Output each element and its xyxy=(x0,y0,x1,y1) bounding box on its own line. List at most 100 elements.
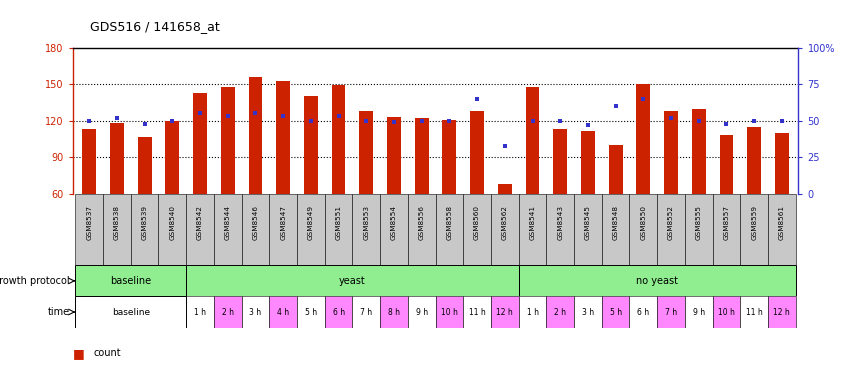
Text: 6 h: 6 h xyxy=(332,307,345,317)
Bar xyxy=(490,194,518,265)
Text: 5 h: 5 h xyxy=(305,307,316,317)
Bar xyxy=(435,194,462,265)
Text: GSM8557: GSM8557 xyxy=(722,205,728,240)
Bar xyxy=(691,109,705,194)
Bar xyxy=(186,296,213,328)
Text: GSM8551: GSM8551 xyxy=(335,205,341,240)
Text: 2 h: 2 h xyxy=(222,307,234,317)
Text: baseline: baseline xyxy=(110,276,151,286)
Text: 10 h: 10 h xyxy=(717,307,734,317)
Bar xyxy=(408,296,435,328)
Bar xyxy=(324,296,352,328)
Bar xyxy=(324,194,352,265)
Bar xyxy=(462,296,490,328)
Text: GSM8554: GSM8554 xyxy=(391,205,397,240)
Bar xyxy=(110,123,124,194)
Text: 3 h: 3 h xyxy=(249,307,261,317)
Bar xyxy=(186,194,213,265)
Bar xyxy=(442,120,456,194)
Bar xyxy=(601,296,629,328)
Bar xyxy=(82,129,96,194)
Bar xyxy=(711,296,740,328)
Text: GSM8558: GSM8558 xyxy=(446,205,452,240)
Bar xyxy=(684,194,711,265)
Text: GSM8560: GSM8560 xyxy=(473,205,479,240)
Text: GSM8544: GSM8544 xyxy=(224,205,230,240)
Bar xyxy=(573,296,601,328)
Bar xyxy=(553,129,566,194)
Bar xyxy=(159,296,186,328)
Bar xyxy=(573,194,601,265)
Text: GSM8540: GSM8540 xyxy=(169,205,175,240)
Text: yeast: yeast xyxy=(339,276,365,286)
Bar xyxy=(75,194,103,265)
Text: 8 h: 8 h xyxy=(387,307,399,317)
Bar xyxy=(608,145,622,194)
Text: GSM8548: GSM8548 xyxy=(612,205,618,240)
Bar xyxy=(213,296,241,328)
Bar xyxy=(767,194,795,265)
Bar xyxy=(241,194,269,265)
Text: 1 h: 1 h xyxy=(194,307,206,317)
Bar xyxy=(248,77,262,194)
Text: 5 h: 5 h xyxy=(609,307,621,317)
Text: GSM8542: GSM8542 xyxy=(197,205,203,240)
Bar xyxy=(386,117,400,194)
Bar xyxy=(746,127,760,194)
Text: GSM8562: GSM8562 xyxy=(502,205,508,240)
Bar xyxy=(269,296,297,328)
Bar xyxy=(159,194,186,265)
Text: 2 h: 2 h xyxy=(554,307,566,317)
Bar xyxy=(462,194,490,265)
Bar xyxy=(657,296,684,328)
Bar xyxy=(193,93,206,194)
Bar xyxy=(684,296,711,328)
Bar xyxy=(221,87,235,194)
Bar xyxy=(580,131,595,194)
Text: GSM8545: GSM8545 xyxy=(584,205,590,240)
Bar xyxy=(241,296,269,328)
Text: GSM8556: GSM8556 xyxy=(418,205,424,240)
Bar xyxy=(75,296,103,328)
Bar xyxy=(131,194,159,265)
Text: 12 h: 12 h xyxy=(773,307,789,317)
Bar xyxy=(75,296,186,328)
Bar xyxy=(435,296,462,328)
Bar xyxy=(186,265,518,296)
Text: GSM8561: GSM8561 xyxy=(778,205,784,240)
Bar xyxy=(629,296,657,328)
Bar xyxy=(719,135,733,194)
Bar xyxy=(276,81,290,194)
Text: GSM8553: GSM8553 xyxy=(363,205,368,240)
Text: GSM8538: GSM8538 xyxy=(113,205,119,240)
Bar xyxy=(304,96,317,194)
Text: 9 h: 9 h xyxy=(415,307,427,317)
Bar xyxy=(137,137,151,194)
Bar xyxy=(546,296,573,328)
Text: GSM8541: GSM8541 xyxy=(529,205,535,240)
Bar xyxy=(380,296,408,328)
Bar xyxy=(497,184,511,194)
Bar xyxy=(165,121,179,194)
Text: 1 h: 1 h xyxy=(526,307,538,317)
Bar xyxy=(767,296,795,328)
Text: no yeast: no yeast xyxy=(635,276,677,286)
Bar xyxy=(601,194,629,265)
Bar xyxy=(408,194,435,265)
Text: GDS516 / 141658_at: GDS516 / 141658_at xyxy=(90,20,219,33)
Bar xyxy=(490,296,518,328)
Bar xyxy=(711,194,740,265)
Text: 4 h: 4 h xyxy=(276,307,289,317)
Bar xyxy=(518,265,795,296)
Bar xyxy=(352,194,380,265)
Bar xyxy=(331,85,345,194)
Bar xyxy=(359,111,373,194)
Text: GSM8550: GSM8550 xyxy=(640,205,646,240)
Text: GSM8559: GSM8559 xyxy=(751,205,757,240)
Text: GSM8546: GSM8546 xyxy=(252,205,258,240)
Bar xyxy=(131,296,159,328)
Text: 11 h: 11 h xyxy=(745,307,762,317)
Bar xyxy=(629,194,657,265)
Text: GSM8537: GSM8537 xyxy=(86,205,92,240)
Bar xyxy=(635,84,649,194)
